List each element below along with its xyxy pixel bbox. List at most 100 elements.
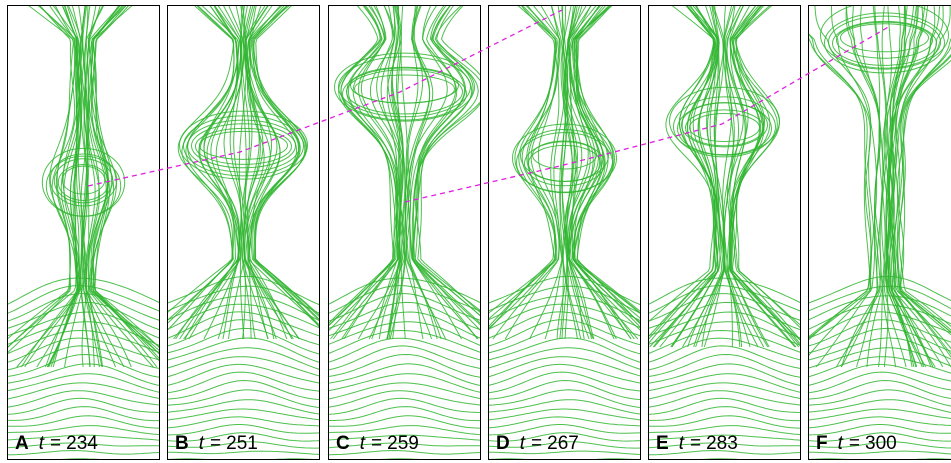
contour-line — [328, 373, 481, 393]
contour-line — [328, 353, 481, 378]
contour-line — [808, 363, 951, 386]
contour-line — [80, 5, 91, 368]
time-variable: t — [39, 433, 45, 454]
contour-line — [648, 382, 801, 400]
contour-line — [7, 5, 77, 349]
contour-line — [45, 5, 80, 368]
contour-line — [898, 59, 951, 327]
contour-line — [488, 356, 641, 378]
contour-line — [328, 363, 481, 387]
contour-line — [412, 5, 479, 340]
contour-line — [488, 379, 641, 401]
contour-line — [167, 379, 320, 401]
contour-line — [808, 450, 951, 455]
contour-line — [167, 424, 320, 436]
contour-line — [648, 363, 801, 387]
contour-line — [808, 311, 951, 339]
contour-line — [252, 5, 320, 323]
contour-line — [488, 441, 641, 449]
time-relation: = — [531, 433, 542, 454]
contour-line — [7, 434, 160, 441]
contour-line — [648, 415, 801, 429]
contour-loop — [195, 127, 292, 165]
contour-line — [648, 406, 801, 422]
contour-line — [808, 389, 951, 407]
contour-line — [648, 434, 801, 441]
contour-line — [488, 450, 641, 455]
contour-line — [92, 5, 160, 356]
contour-line — [648, 442, 801, 449]
contour-line — [328, 329, 481, 355]
contour-line — [882, 5, 897, 368]
panel-letter: B — [175, 433, 189, 454]
contour-line — [488, 432, 641, 442]
contour-line — [332, 5, 400, 340]
contours — [648, 5, 801, 460]
contour-line — [648, 425, 801, 436]
contour-loop — [199, 130, 288, 160]
contour-line — [687, 5, 725, 348]
contour-line — [405, 5, 424, 340]
contour-line — [7, 442, 160, 449]
contour-line — [808, 295, 951, 321]
time-variable: t — [679, 433, 685, 454]
contour-line — [808, 31, 872, 339]
contour-loop — [61, 165, 106, 195]
contour-loop — [183, 115, 304, 177]
contour-loop — [53, 158, 114, 204]
contour-line — [7, 293, 160, 322]
trajectory — [87, 9, 891, 203]
contour-line — [648, 337, 801, 363]
contour-line — [888, 5, 934, 368]
contour-line — [167, 347, 320, 371]
contour-loop — [832, 20, 937, 66]
contour-loop — [840, 23, 929, 53]
contour-line — [7, 406, 160, 422]
panel-letter: D — [496, 433, 510, 454]
panel-letter: A — [15, 433, 29, 454]
time-relation: = — [210, 433, 221, 454]
contour-line — [328, 345, 481, 371]
contour-line — [328, 311, 481, 339]
contour-line — [897, 45, 951, 336]
contour-line — [808, 458, 951, 460]
contour-line — [328, 390, 481, 408]
contour-line — [328, 301, 481, 331]
contour-loop — [350, 66, 459, 104]
contour-loop — [342, 67, 467, 121]
contour-line — [173, 5, 241, 340]
contour-line — [90, 5, 160, 349]
contour-line — [648, 397, 801, 415]
contour-line — [167, 363, 320, 386]
contour-line — [328, 397, 481, 415]
contour-loop — [685, 109, 764, 147]
contour-line — [488, 327, 641, 355]
time-relation: = — [690, 433, 701, 454]
contour-line — [7, 382, 160, 400]
contour-line — [488, 337, 641, 364]
contour-line — [167, 450, 320, 455]
contour-line — [7, 449, 160, 456]
time-value: 251 — [226, 433, 258, 454]
contour-line — [897, 53, 951, 331]
contour-line — [808, 379, 951, 400]
contour-loop — [836, 21, 933, 59]
contour-line — [659, 5, 717, 348]
contour-line — [7, 5, 74, 349]
panel-letter: C — [336, 433, 350, 454]
contour-line — [167, 441, 320, 449]
contour-line — [239, 5, 247, 340]
time-value: 300 — [865, 433, 897, 454]
contours — [167, 5, 320, 460]
contour-line — [488, 371, 641, 394]
contour-line — [808, 371, 951, 394]
contour-line — [648, 449, 801, 456]
contour-line — [648, 311, 801, 339]
contour-line — [885, 5, 915, 368]
contour-line — [240, 5, 252, 340]
